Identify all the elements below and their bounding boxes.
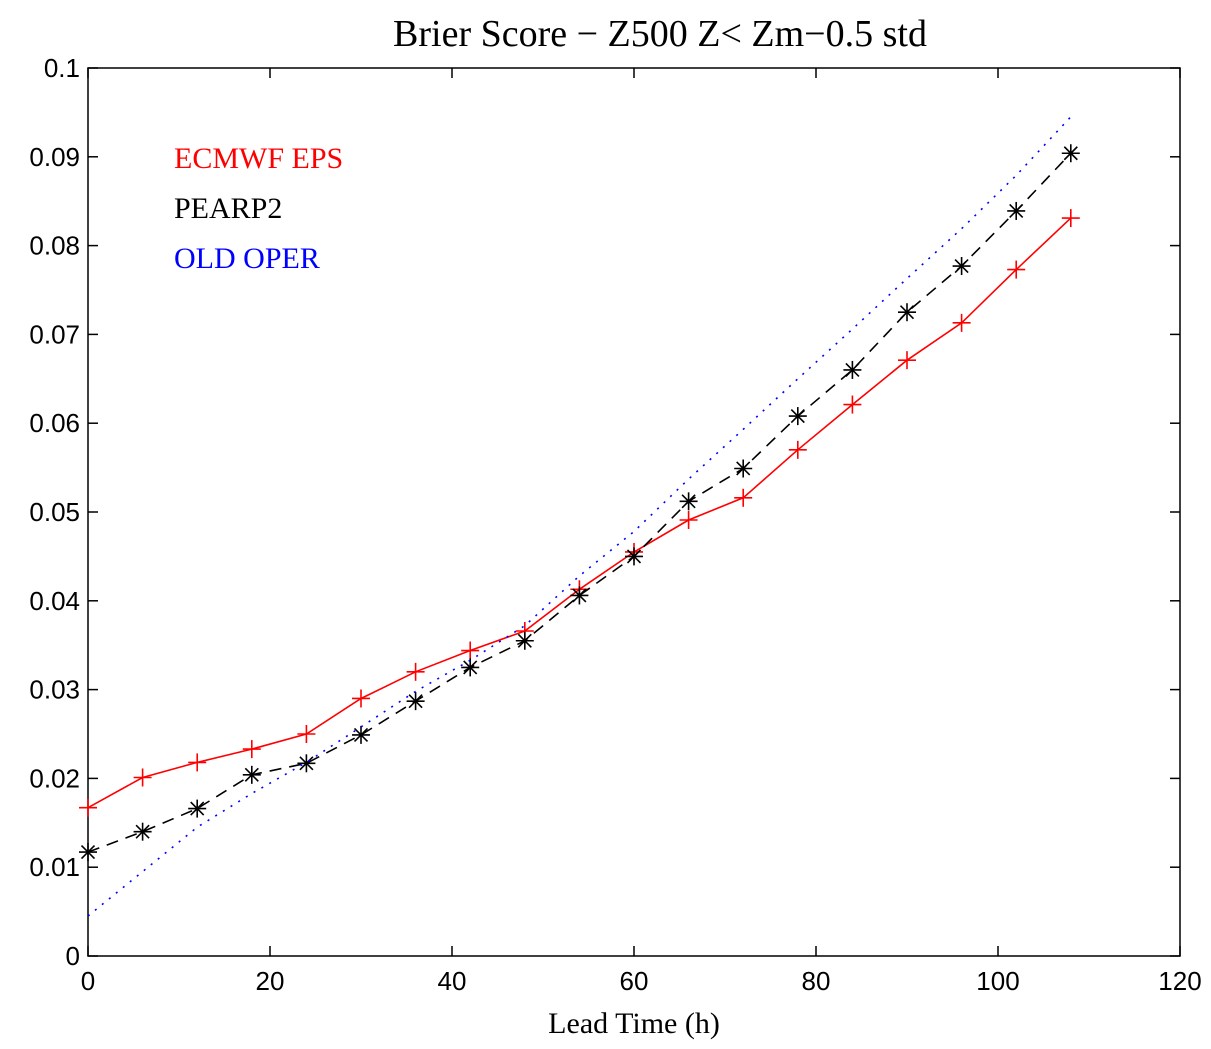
- series-line: [87, 116, 1072, 917]
- data-point: [79, 843, 97, 862]
- data-point: [188, 799, 207, 818]
- series-line: [87, 217, 1072, 809]
- y-tick-label: 0: [66, 941, 80, 971]
- series-old-oper: [87, 116, 1072, 917]
- x-axis: 0 20 40 60 80 100 120: [81, 68, 1202, 996]
- legend: ECMWF EPS PEARP2 OLD OPER: [174, 142, 343, 275]
- data-point: [898, 351, 916, 370]
- y-tick-label: 0.04: [29, 586, 80, 616]
- series-layer: [79, 116, 1080, 917]
- x-tick-label: 40: [438, 966, 467, 996]
- data-point: [679, 510, 698, 529]
- data-point: [1007, 260, 1026, 279]
- x-tick-label: 20: [256, 966, 285, 996]
- data-point: [406, 692, 425, 711]
- data-point: [679, 492, 698, 511]
- data-point: [734, 488, 753, 507]
- legend-entry: OLD OPER: [174, 242, 320, 275]
- x-tick-label: 120: [1158, 966, 1201, 996]
- y-tick-label: 0.1: [44, 53, 80, 83]
- y-axis: 0 0.01 0.02 0.03 0.04 0.05 0.06 0.07 0.08 0.09 0.1: [29, 53, 1180, 971]
- data-point: [1061, 144, 1080, 163]
- data-point: [242, 740, 261, 759]
- x-tick-label: 0: [81, 966, 95, 996]
- y-tick-label: 0.03: [29, 675, 80, 705]
- data-point: [788, 440, 807, 459]
- data-point: [242, 765, 261, 784]
- data-point: [461, 641, 480, 660]
- data-point: [788, 407, 807, 426]
- chart-title: Brier Score − Z500 Z< Zm−0.5 std: [393, 13, 927, 55]
- data-point: [515, 631, 534, 650]
- y-tick-label: 0.01: [29, 852, 80, 882]
- data-point: [352, 725, 370, 744]
- legend-entry: ECMWF EPS: [174, 142, 343, 175]
- data-point: [843, 395, 862, 414]
- series-pearp2: [79, 144, 1080, 862]
- data-point: [297, 754, 316, 773]
- y-tick-label: 0.09: [29, 142, 80, 172]
- data-point: [952, 313, 971, 332]
- data-point: [352, 689, 370, 708]
- data-point: [734, 459, 753, 478]
- y-tick-label: 0.07: [29, 319, 80, 349]
- y-tick-label: 0.08: [29, 231, 80, 261]
- data-point: [625, 547, 643, 566]
- data-point: [461, 658, 480, 677]
- data-point: [952, 257, 971, 276]
- y-tick-label: 0.06: [29, 408, 80, 438]
- data-point: [133, 768, 152, 787]
- series-ecmwf-eps: [79, 209, 1080, 817]
- x-axis-label: Lead Time (h): [548, 1007, 720, 1040]
- data-point: [297, 725, 316, 743]
- data-point: [570, 586, 589, 605]
- data-point: [406, 662, 425, 681]
- x-tick-label: 100: [976, 966, 1019, 996]
- data-point: [843, 360, 862, 379]
- data-point: [188, 753, 207, 772]
- data-point: [1007, 201, 1026, 220]
- data-point: [133, 822, 152, 841]
- legend-entry: PEARP2: [174, 192, 282, 225]
- data-point: [79, 798, 97, 817]
- x-tick-label: 60: [620, 966, 649, 996]
- y-tick-label: 0.02: [29, 763, 80, 793]
- data-point: [1061, 209, 1080, 228]
- y-tick-label: 0.05: [29, 497, 80, 527]
- data-point: [898, 303, 916, 322]
- x-tick-label: 80: [802, 966, 831, 996]
